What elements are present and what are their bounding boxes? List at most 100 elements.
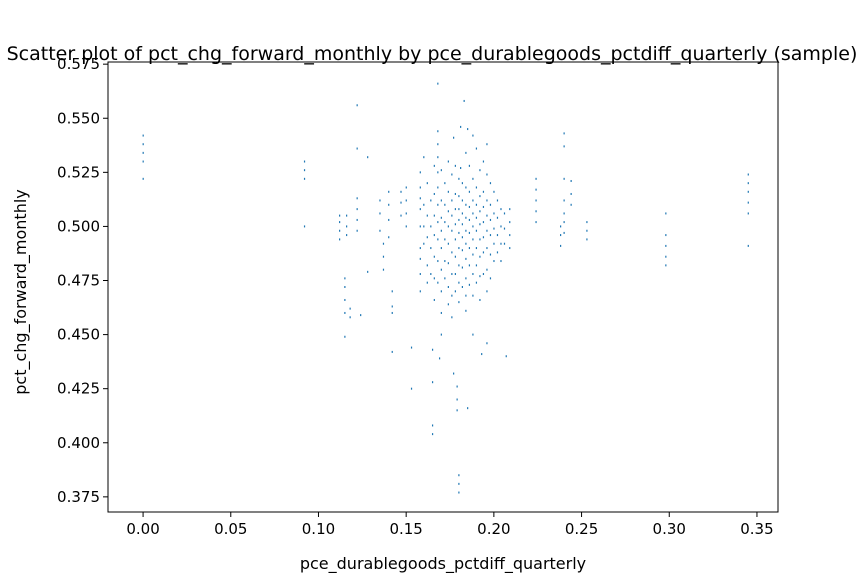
scatter-point: [344, 298, 346, 301]
scatter-point: [447, 210, 449, 213]
scatter-point: [349, 316, 351, 319]
scatter-point: [447, 242, 449, 245]
scatter-point: [303, 225, 306, 228]
scatter-point: [356, 229, 358, 232]
scatter-point: [454, 238, 456, 241]
scatter-point: [493, 242, 495, 245]
scatter-point: [437, 171, 439, 174]
scatter-point: [486, 214, 488, 217]
scatter-point: [489, 234, 492, 237]
scatter-point: [489, 182, 492, 185]
scatter-point: [454, 255, 456, 258]
scatter-point: [465, 203, 467, 206]
scatter-point: [379, 212, 381, 215]
scatter-point: [486, 229, 488, 232]
scatter-point: [465, 242, 467, 245]
y-tick-label: 0.575: [57, 55, 100, 73]
scatter-point: [142, 143, 144, 146]
scatter-point: [433, 298, 435, 301]
scatter-point: [410, 387, 413, 390]
scatter-point: [437, 238, 439, 241]
scatter-point: [472, 134, 474, 137]
scatter-point: [479, 298, 481, 301]
scatter-point: [339, 238, 341, 241]
scatter-point: [423, 242, 425, 245]
scatter-point: [440, 247, 442, 250]
scatter-point: [479, 238, 481, 241]
scatter-point: [382, 242, 385, 245]
scatter-point: [563, 221, 565, 224]
scatter-point: [472, 238, 474, 241]
x-axis-title: pce_durablegoods_pctdiff_quarterly: [300, 554, 586, 574]
scatter-point: [472, 212, 474, 215]
scatter-point: [447, 303, 449, 306]
scatter-point: [489, 203, 492, 206]
scatter-point: [388, 203, 390, 206]
scatter-point: [451, 294, 453, 297]
scatter-point: [503, 212, 506, 215]
scatter-point: [458, 491, 460, 494]
scatter-point: [437, 156, 439, 159]
scatter-point: [419, 247, 421, 250]
scatter-point: [419, 197, 421, 200]
scatter-point: [467, 407, 469, 410]
scatter-point: [468, 205, 471, 208]
scatter-point: [461, 182, 463, 185]
scatter-point: [431, 348, 434, 351]
scatter-point: [400, 190, 402, 193]
y-axis-title: pct_chg_forward_monthly: [11, 189, 31, 395]
scatter-point: [419, 290, 421, 293]
scatter-point: [454, 208, 456, 211]
scatter-point: [447, 286, 449, 288]
scatter-point: [447, 160, 449, 163]
scatter-point: [447, 190, 449, 193]
scatter-point: [440, 290, 442, 293]
scatter-point: [486, 268, 488, 271]
scatter-point: [444, 203, 446, 206]
scatter-point: [482, 236, 485, 239]
scatter-point: [465, 229, 467, 232]
scatter-point: [444, 182, 446, 185]
scatter-point: [563, 212, 565, 215]
scatter-point: [433, 234, 435, 237]
y-tick-label: 0.400: [57, 434, 100, 452]
scatter-point: [447, 262, 449, 265]
scatter-point: [388, 190, 390, 193]
scatter-point: [503, 227, 506, 230]
scatter-point: [570, 179, 572, 182]
scatter-point: [468, 264, 471, 267]
scatter-point: [438, 357, 441, 360]
plot-area-frame: [107, 61, 779, 513]
scatter-point: [468, 247, 471, 250]
scatter-point: [560, 234, 562, 237]
scatter-point: [440, 199, 442, 202]
scatter-point: [479, 210, 481, 213]
scatter-point: [465, 151, 467, 154]
scatter-point: [465, 294, 467, 297]
scatter-point: [472, 225, 474, 228]
scatter-point: [509, 221, 511, 224]
scatter-point: [475, 216, 478, 219]
scatter-point: [486, 143, 488, 146]
scatter-point: [747, 173, 749, 176]
scatter-point: [503, 242, 506, 245]
scatter-point: [535, 210, 537, 213]
scatter-point: [356, 218, 358, 221]
scatter-point: [465, 216, 467, 219]
scatter-point: [468, 283, 471, 286]
scatter-point: [509, 247, 511, 250]
scatter-point: [468, 218, 471, 221]
scatter-point: [463, 99, 465, 102]
scatter-point: [475, 264, 478, 267]
scatter-point: [456, 385, 458, 388]
scatter-point: [496, 199, 499, 202]
scatter-point: [665, 255, 667, 258]
scatter-point: [430, 273, 432, 276]
scatter-point: [475, 247, 478, 250]
scatter-point: [481, 353, 483, 356]
scatter-point: [472, 273, 474, 276]
scatter-point: [535, 188, 537, 191]
scatter-point: [468, 190, 471, 193]
scatter-point: [460, 125, 462, 128]
scatter-point: [458, 474, 460, 477]
